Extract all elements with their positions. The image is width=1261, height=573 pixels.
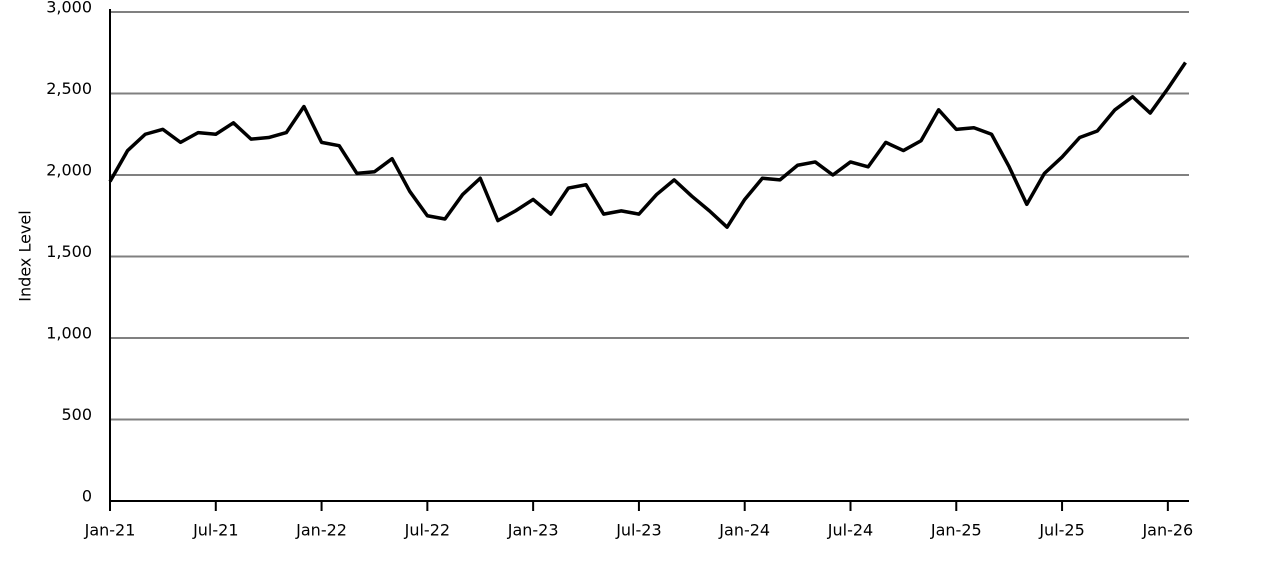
x-tick-label: Jan-25 [930, 521, 982, 540]
y-tick-label: 2,000 [46, 161, 92, 180]
x-tick-label: Jul-23 [615, 521, 661, 540]
y-tick-label: 3,000 [46, 0, 92, 17]
x-tick-label: Jan-26 [1141, 521, 1193, 540]
y-axis-label: Index Level [16, 210, 35, 301]
y-tick-label: 2,500 [46, 79, 92, 98]
x-tick-label: Jan-21 [84, 521, 136, 540]
y-tick-label: 500 [61, 405, 92, 424]
x-tick-label: Jul-25 [1038, 521, 1084, 540]
x-tick-label: Jan-23 [507, 521, 559, 540]
x-tick-label: Jul-24 [827, 521, 873, 540]
x-tick-label: Jan-22 [295, 521, 347, 540]
line-series [108, 61, 1187, 229]
x-tick-label: Jul-21 [192, 521, 238, 540]
x-tick-label: Jan-24 [718, 521, 770, 540]
y-tick-label: 0 [82, 487, 92, 506]
x-tick-label: Jul-22 [404, 521, 450, 540]
y-tick-label: 1,500 [46, 242, 92, 261]
y-tick-label: 1,000 [46, 324, 92, 343]
